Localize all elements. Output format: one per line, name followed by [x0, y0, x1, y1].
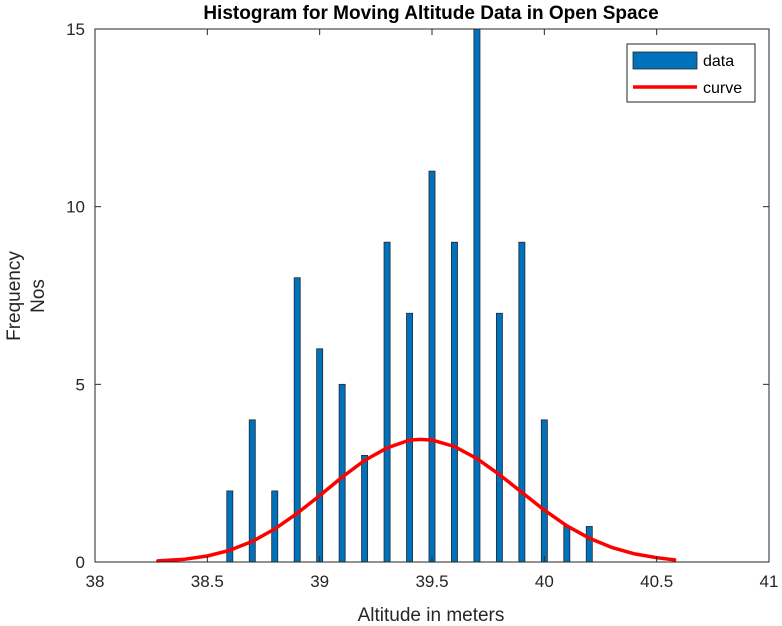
chart-title: Histogram for Moving Altitude Data in Op…: [203, 3, 658, 24]
legend-label-curve: curve: [703, 80, 742, 97]
x-tick-label: 39: [310, 572, 329, 591]
histogram-bar: [406, 312, 413, 563]
legend-label-data: data: [703, 53, 734, 70]
y-axis-label-line2: Nos: [28, 279, 49, 313]
axes: 38 38.5 39 39.5 40 40.5 41 0 5 10 15: [66, 20, 778, 591]
histogram-bar: [563, 526, 571, 563]
histogram-bar: [585, 526, 593, 563]
curve-layer: [156, 437, 677, 563]
y-tick-label: 5: [76, 375, 85, 394]
fit-curve-line: [156, 437, 677, 563]
legend-swatch-data: [632, 51, 698, 70]
histogram-bar: [316, 348, 324, 563]
histogram-bar: [518, 241, 526, 563]
y-tick-label: 15: [66, 20, 85, 39]
histogram-bar: [473, 28, 481, 563]
x-axis-label: Altitude in meters: [358, 605, 505, 626]
x-tick-label: 41: [760, 572, 779, 591]
y-tick-label: 10: [66, 198, 85, 217]
histogram-bar: [495, 312, 503, 563]
histogram-bar: [428, 170, 436, 563]
histogram-bar: [451, 241, 458, 563]
histogram-bar: [361, 454, 369, 563]
legend: data curve: [626, 43, 756, 103]
x-tick-label: 40: [535, 572, 554, 591]
x-tick-label: 39.5: [415, 572, 448, 591]
x-tick-label: 38: [86, 572, 105, 591]
histogram-bar: [293, 277, 301, 563]
histogram-bar: [540, 419, 548, 563]
histogram-bar: [383, 241, 391, 563]
y-axis-label-line1: Frequency: [4, 251, 25, 341]
histogram-bar: [338, 383, 346, 563]
x-tick-label: 40.5: [640, 572, 673, 591]
x-tick-label: 38.5: [191, 572, 224, 591]
y-tick-label: 0: [76, 553, 85, 572]
